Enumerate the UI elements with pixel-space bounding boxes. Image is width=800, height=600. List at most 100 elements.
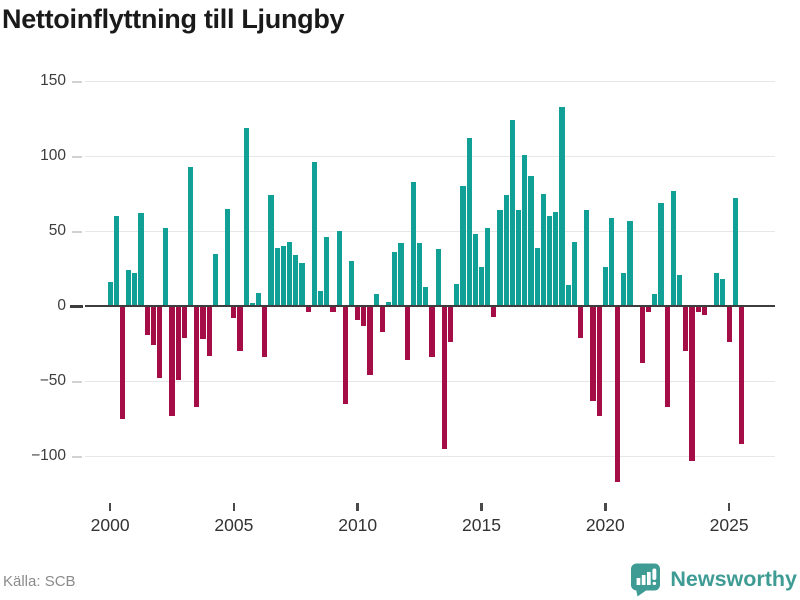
source-note: Källa: SCB — [3, 573, 76, 590]
x-tick — [727, 503, 731, 511]
bar — [274, 247, 280, 306]
bar — [194, 306, 200, 407]
bar — [342, 306, 348, 404]
newsworthy-logo[interactable]: Newsworthy — [629, 560, 797, 598]
bar — [150, 306, 157, 345]
y-tick-zero — [70, 305, 83, 308]
bar — [206, 306, 212, 356]
x-tick — [232, 503, 236, 511]
bar — [441, 306, 447, 449]
y-tick — [72, 381, 82, 383]
bar — [559, 106, 565, 306]
bar — [299, 262, 305, 306]
newsworthy-wordmark: Newsworthy — [670, 567, 797, 591]
x-axis-label: 2000 — [90, 515, 130, 535]
bar — [516, 210, 522, 306]
bar — [540, 193, 546, 306]
bar — [379, 306, 386, 332]
bar — [738, 306, 745, 444]
bar — [355, 306, 361, 320]
bar — [429, 306, 435, 357]
bar — [553, 211, 559, 306]
bar — [664, 306, 670, 407]
bar — [410, 181, 416, 306]
bar — [509, 120, 516, 306]
newsworthy-icon — [629, 561, 662, 597]
bar — [187, 166, 194, 306]
bar — [714, 273, 720, 306]
bar — [726, 306, 732, 342]
bar — [732, 198, 738, 306]
bar — [169, 306, 175, 416]
gridline — [85, 381, 775, 382]
y-tick — [72, 456, 82, 458]
bar — [615, 306, 621, 482]
bar — [417, 243, 423, 306]
bar — [237, 306, 243, 351]
y-tick — [72, 156, 82, 158]
bar — [460, 186, 466, 306]
bar — [646, 306, 652, 312]
bar — [249, 303, 256, 306]
x-axis-label: 2010 — [338, 515, 378, 535]
bar — [157, 306, 163, 378]
bar — [485, 228, 491, 306]
bar — [695, 306, 701, 312]
gridline — [85, 456, 775, 457]
bar — [534, 247, 540, 306]
bar — [546, 216, 553, 306]
bar — [683, 306, 689, 351]
bar — [373, 294, 379, 306]
bar — [317, 291, 324, 306]
y-axis-label: −100 — [31, 447, 66, 464]
bar — [361, 306, 367, 326]
bar — [472, 234, 478, 306]
bar — [466, 138, 472, 306]
bar — [392, 252, 398, 306]
bar — [268, 195, 274, 306]
bar — [608, 217, 615, 306]
x-axis-label: 2015 — [462, 515, 501, 535]
bar — [652, 294, 658, 306]
bar — [256, 292, 262, 306]
bar — [423, 286, 429, 306]
bar — [330, 306, 336, 312]
bar — [305, 306, 311, 312]
bar — [701, 306, 707, 315]
gridline — [85, 231, 775, 232]
bar — [720, 279, 726, 306]
bar — [454, 283, 460, 306]
y-tick — [72, 231, 82, 233]
x-tick — [480, 503, 483, 511]
bar — [225, 208, 231, 306]
y-tick — [72, 81, 82, 83]
bar — [670, 190, 676, 306]
bar — [596, 306, 602, 416]
bar — [571, 241, 577, 306]
bar — [491, 306, 497, 317]
bar — [386, 301, 392, 306]
bar — [163, 228, 169, 306]
x-axis-label: 2005 — [214, 515, 254, 535]
bar — [293, 255, 299, 306]
bar — [311, 162, 317, 306]
bar — [590, 306, 596, 401]
gridline — [85, 81, 775, 82]
bar — [175, 306, 181, 380]
y-axis-label: 50 — [48, 222, 66, 239]
bar — [497, 210, 503, 306]
bar — [621, 273, 627, 306]
bar — [336, 231, 342, 306]
x-axis-label: 2025 — [709, 515, 749, 535]
chart-title: Nettoinflyttning till Ljungby — [2, 4, 345, 34]
bar — [528, 175, 534, 306]
bar — [404, 306, 410, 360]
x-tick — [356, 503, 359, 511]
bar — [478, 267, 485, 306]
bar — [565, 285, 571, 306]
y-axis-label: 0 — [57, 297, 66, 314]
x-tick — [604, 503, 607, 511]
bar — [212, 253, 218, 306]
bar — [447, 306, 454, 342]
